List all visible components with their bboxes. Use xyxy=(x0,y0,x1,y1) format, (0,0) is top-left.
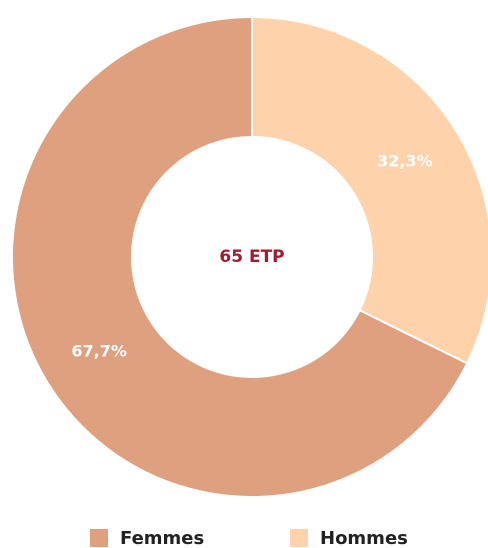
donut-slice xyxy=(11,15,469,498)
slice-label: 67,7% xyxy=(71,342,127,361)
donut-slice xyxy=(251,15,488,365)
slice-label: 32,3% xyxy=(377,151,433,170)
center-label: 65 ETP xyxy=(219,247,284,267)
legend-swatch xyxy=(90,529,108,547)
legend-label: Femmes xyxy=(120,528,204,548)
legend-label: Hommes xyxy=(320,528,408,548)
legend-swatch xyxy=(290,529,308,547)
